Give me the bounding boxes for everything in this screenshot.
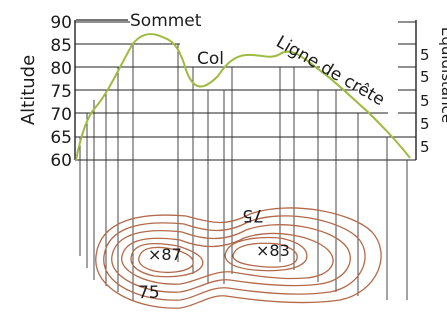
altitude-tick-80: 80 bbox=[50, 59, 72, 79]
equidistance-axis-title: Équidistance bbox=[438, 27, 447, 123]
altitude-tick-60: 60 bbox=[50, 151, 72, 171]
equidistance-value: 5 bbox=[420, 68, 430, 86]
contour-line bbox=[138, 246, 194, 273]
equidistance-values: 5 5 5 5 5 bbox=[420, 46, 430, 156]
contour-line bbox=[224, 236, 308, 272]
contour-line bbox=[121, 232, 334, 285]
spot-height-left: ×87 bbox=[148, 245, 182, 264]
altitude-tick-90: 90 bbox=[50, 13, 72, 33]
contour-line bbox=[111, 224, 351, 293]
altitude-tick-85: 85 bbox=[50, 36, 72, 56]
contour-label-upper: 75 bbox=[242, 205, 264, 225]
equidistance-ticks bbox=[398, 21, 416, 138]
contour-line bbox=[103, 215, 366, 301]
altitude-axis-title: Altitude bbox=[18, 55, 39, 125]
altitude-tick-labels: 90 85 80 75 70 65 60 bbox=[50, 13, 72, 171]
altitude-tick-65: 65 bbox=[50, 128, 72, 148]
summit-label: Sommet bbox=[130, 11, 202, 31]
altitude-tick-70: 70 bbox=[50, 105, 72, 125]
contour-label-lower: 75 bbox=[138, 283, 160, 303]
projection-lines bbox=[79, 44, 408, 300]
col-label: Col bbox=[197, 49, 224, 69]
contour-map bbox=[95, 207, 382, 309]
elevation-profile bbox=[75, 33, 411, 161]
altitude-tick-75: 75 bbox=[50, 82, 72, 102]
ridge-label: Ligne de crête bbox=[273, 32, 389, 110]
equidistance-value: 5 bbox=[420, 138, 430, 156]
equidistance-value: 5 bbox=[420, 46, 430, 64]
contour-line bbox=[232, 242, 298, 268]
contour-line bbox=[95, 207, 382, 309]
spot-height-right: ×83 bbox=[256, 241, 290, 260]
contour-line bbox=[130, 242, 204, 278]
equidistance-value: 5 bbox=[420, 92, 430, 110]
equidistance-value: 5 bbox=[420, 115, 430, 133]
altitude-grid-lines bbox=[75, 21, 416, 161]
